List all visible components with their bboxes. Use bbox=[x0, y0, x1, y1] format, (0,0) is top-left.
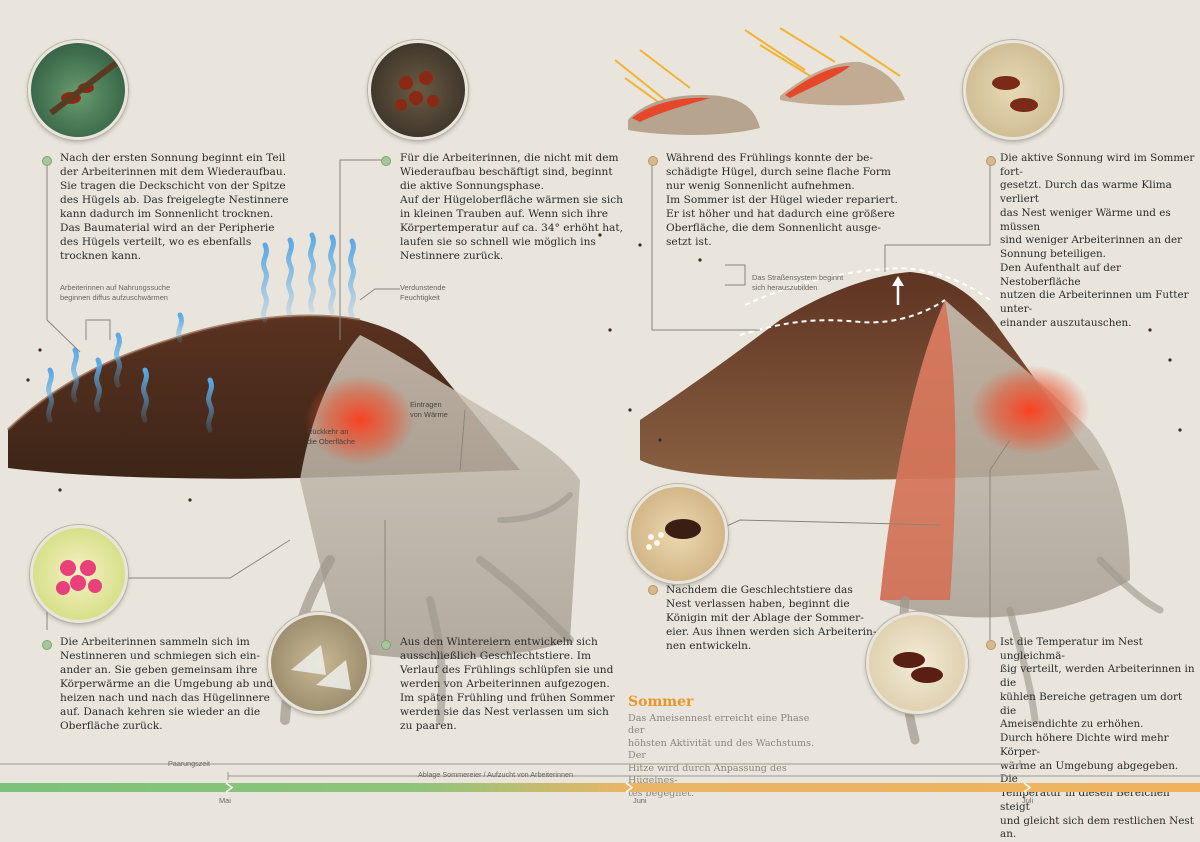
label-mating: Paarungszeit bbox=[168, 759, 210, 768]
label-roads: Das Straßensystem beginnt sich herauszubi… bbox=[752, 273, 844, 292]
label-heat-in: Eintragen von Wärme bbox=[410, 400, 448, 419]
timeline-bar bbox=[0, 783, 1200, 792]
vignette-ants-carrying bbox=[866, 612, 968, 714]
month-juli: Juli bbox=[1022, 796, 1034, 805]
sun-rays-illustration bbox=[614, 27, 905, 135]
marker-dot bbox=[986, 640, 996, 650]
text-right-1: Während des Frühlings konnte der be-schä… bbox=[666, 152, 898, 248]
marker-dot bbox=[381, 156, 391, 166]
right-anthill bbox=[640, 266, 1164, 745]
text-right-2: Die aktive Sonnung wird im Sommer fort-g… bbox=[1000, 152, 1195, 329]
marker-dot bbox=[42, 156, 52, 166]
text-left-4: Aus den Wintereiern entwickeln sich aussc… bbox=[400, 636, 615, 732]
vignette-ants-cluster bbox=[368, 40, 468, 140]
text-left-3: Die Arbeiterinnen sammeln sich im Nestinn… bbox=[60, 636, 274, 732]
season-title: Sommer bbox=[628, 694, 694, 710]
month-juni: Juni bbox=[633, 796, 647, 805]
month-mai: Mai bbox=[219, 796, 231, 805]
label-forage: Arbeiterinnen auf Nahrungssuche beginnen … bbox=[60, 283, 171, 302]
label-return: Rückkehr an die Oberfläche bbox=[307, 427, 356, 446]
vignette-ants-feeding bbox=[963, 40, 1063, 140]
timeline bbox=[0, 760, 1200, 793]
vignette-ants-heating bbox=[30, 525, 128, 623]
text-left-1: Nach der ersten Sonnung beginnt ein Teil… bbox=[60, 152, 289, 262]
text-right-4: Ist die Temperatur im Nest ungleichmä-ßi… bbox=[1000, 636, 1195, 841]
label-humidity: Verdunstende Feuchtigkeit bbox=[400, 283, 446, 302]
marker-dot bbox=[648, 585, 658, 595]
label-eggs: Ablage Sommereier / Aufzucht von Arbeite… bbox=[418, 770, 574, 779]
season-text: Das Ameisennest erreicht eine Phase der … bbox=[628, 713, 815, 799]
marker-dot bbox=[42, 640, 52, 650]
left-anthill bbox=[6, 314, 580, 725]
marker-dot bbox=[648, 156, 658, 166]
scattered-ants bbox=[26, 233, 1182, 502]
marker-dot bbox=[381, 640, 391, 650]
text-right-3: Nachdem die Geschlechtstiere das Nest ver… bbox=[666, 584, 877, 652]
text-left-2: Für die Arbeiterinnen, die nicht mit dem… bbox=[400, 152, 624, 262]
vignette-winged-ants bbox=[268, 612, 370, 714]
vignette-ants-building bbox=[28, 40, 128, 140]
vignette-queen-eggs bbox=[628, 484, 728, 584]
humidity-waves bbox=[46, 232, 356, 433]
marker-dot bbox=[986, 156, 996, 166]
